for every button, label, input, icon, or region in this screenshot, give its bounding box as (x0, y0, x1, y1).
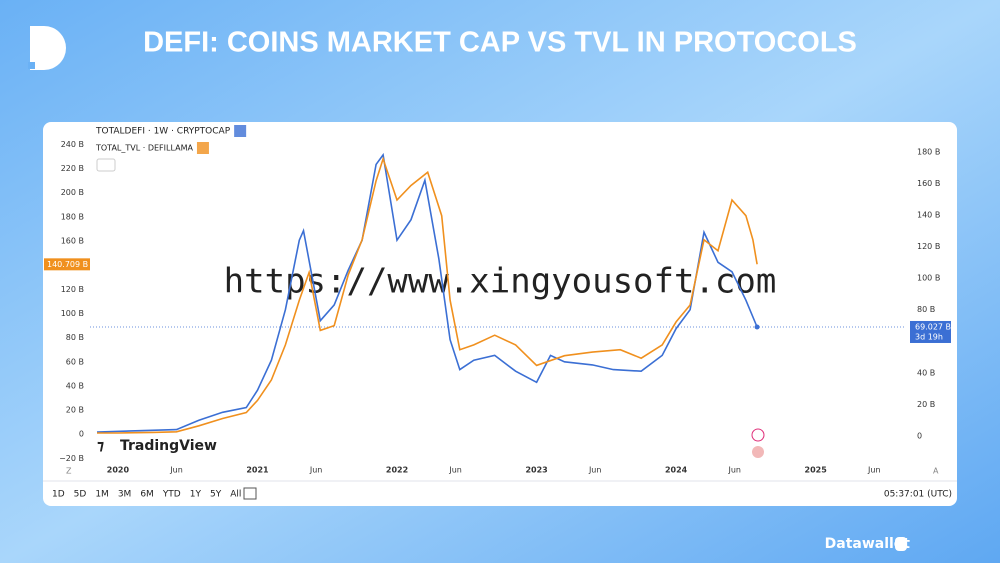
price-tag-label: 69.027 B (915, 322, 951, 331)
y-tick-label: 100 B (61, 309, 84, 318)
x-tick-label: Jun (448, 466, 462, 475)
y2-tick-label: 120 B (917, 242, 940, 251)
series-line (97, 156, 758, 434)
legend-swatch (196, 142, 209, 154)
x-tick-label: 2025 (805, 466, 828, 475)
tv-icon: ⁊ (97, 438, 104, 454)
price-tag (910, 320, 951, 343)
auto-icon[interactable]: A (933, 467, 939, 476)
y2-tick-label: 160 B (917, 179, 940, 188)
y-tick-label: 220 B (61, 164, 84, 173)
y2-tick-label: 100 B (917, 274, 940, 283)
x-tick-label: 2020 (107, 466, 130, 475)
brand-icon (895, 537, 907, 551)
countdown-label: 3d 19h (915, 332, 943, 341)
collapse-button[interactable] (96, 158, 116, 172)
y-tick-label: 0 (79, 430, 84, 439)
x-tick-label: Jun (169, 466, 183, 475)
event-icon[interactable] (751, 428, 765, 442)
event-icon[interactable] (752, 446, 764, 458)
legend-swatch (234, 125, 247, 137)
y-tick-label: 180 B (61, 212, 84, 221)
y2-tick-label: 140 B (917, 210, 940, 219)
interval-button[interactable]: YTD (162, 490, 181, 500)
interval-button[interactable]: 1Y (190, 490, 202, 500)
x-tick-label: Jun (588, 466, 602, 475)
y-tick-label: 240 B (61, 140, 84, 149)
x-tick-label: Jun (727, 466, 741, 475)
interval-button[interactable]: 6M (140, 490, 154, 500)
date-range-icon[interactable] (243, 487, 257, 500)
interval-button[interactable]: 3M (118, 490, 132, 500)
y2-tick-label: 0 (917, 431, 922, 440)
price-tag (44, 258, 90, 271)
y2-tick-label: 20 B (917, 400, 935, 409)
interval-button[interactable]: 1M (95, 490, 109, 500)
y2-tick-label: 80 B (917, 305, 935, 314)
x-tick-label: Jun (309, 466, 323, 475)
interval-button[interactable]: 5Y (210, 490, 222, 500)
y-tick-label: 20 B (66, 406, 84, 415)
tradingview-logo: TradingView (120, 438, 217, 454)
x-tick-label: Jun (867, 466, 881, 475)
y-tick-label: 60 B (66, 357, 84, 366)
y-tick-label: 40 B (66, 381, 84, 390)
legend-label: TOTAL_TVL · DEFILLAMA (95, 144, 193, 153)
zoom-icon[interactable]: Z (66, 467, 72, 476)
clock: 05:37:01 (UTC) (884, 490, 952, 500)
x-tick-label: 2023 (525, 466, 547, 475)
y-tick-label: 80 B (66, 333, 84, 342)
brand: Datawallet (825, 536, 911, 552)
x-tick-label: 2024 (665, 466, 688, 475)
x-tick-label: 2021 (246, 466, 269, 475)
logo (28, 26, 66, 70)
series-line (96, 152, 758, 433)
price-tag-label: 140.709 B (47, 260, 88, 269)
y-tick-label: −20 B (59, 454, 84, 463)
interval-button[interactable]: 5D (74, 490, 87, 500)
chart-card (43, 122, 957, 506)
x-tick-label: 2022 (386, 466, 408, 475)
legend-label: TOTALDEFI · 1W · CRYPTOCAP (95, 127, 231, 137)
last-point (754, 324, 760, 330)
y2-tick-label: 180 B (917, 147, 940, 156)
y-tick-label: 160 B (61, 237, 84, 246)
interval-button[interactable]: All (230, 490, 241, 500)
page-title: DEFI: COINS MARKET CAP VS TVL IN PROTOCO… (143, 27, 857, 59)
interval-button[interactable]: 1D (52, 490, 65, 500)
y2-tick-label: 40 B (917, 368, 935, 377)
y-tick-label: 120 B (61, 285, 84, 294)
y-tick-label: 200 B (61, 188, 84, 197)
